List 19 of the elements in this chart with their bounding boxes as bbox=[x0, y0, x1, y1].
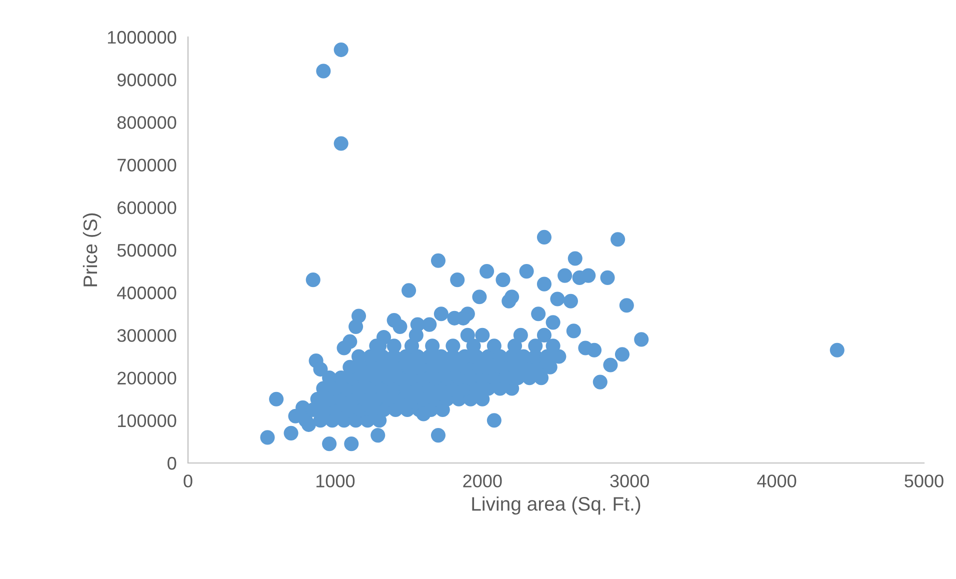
y-tick-label: 900000 bbox=[117, 74, 176, 86]
y-tick-label: 600000 bbox=[118, 201, 176, 214]
y-tick-label: 100000 bbox=[118, 414, 176, 428]
y-tick-label: 500000 bbox=[117, 244, 176, 257]
y-tick-label: 800000 bbox=[117, 116, 176, 129]
x-tick-label: 1000 bbox=[316, 474, 355, 488]
x-tick-label: 2000 bbox=[463, 474, 502, 488]
y-tick-label: 300000 bbox=[117, 329, 176, 342]
x-tick-label: 5000 bbox=[904, 474, 944, 488]
y-axis-title: Price (S) bbox=[82, 213, 102, 286]
y-tick-label: 0 bbox=[168, 456, 176, 470]
x-axis-title: Living area (Sq. Ft.) bbox=[472, 496, 640, 515]
x-tick-label: 3000 bbox=[610, 474, 649, 488]
x-tick-label: 0 bbox=[184, 474, 192, 488]
x-tick-label: 4000 bbox=[757, 474, 796, 488]
y-tick-label: 700000 bbox=[118, 158, 176, 172]
y-tick-label: 1000000 bbox=[108, 30, 176, 44]
y-tick-label: 400000 bbox=[117, 286, 176, 300]
y-tick-label: 200000 bbox=[118, 372, 176, 385]
